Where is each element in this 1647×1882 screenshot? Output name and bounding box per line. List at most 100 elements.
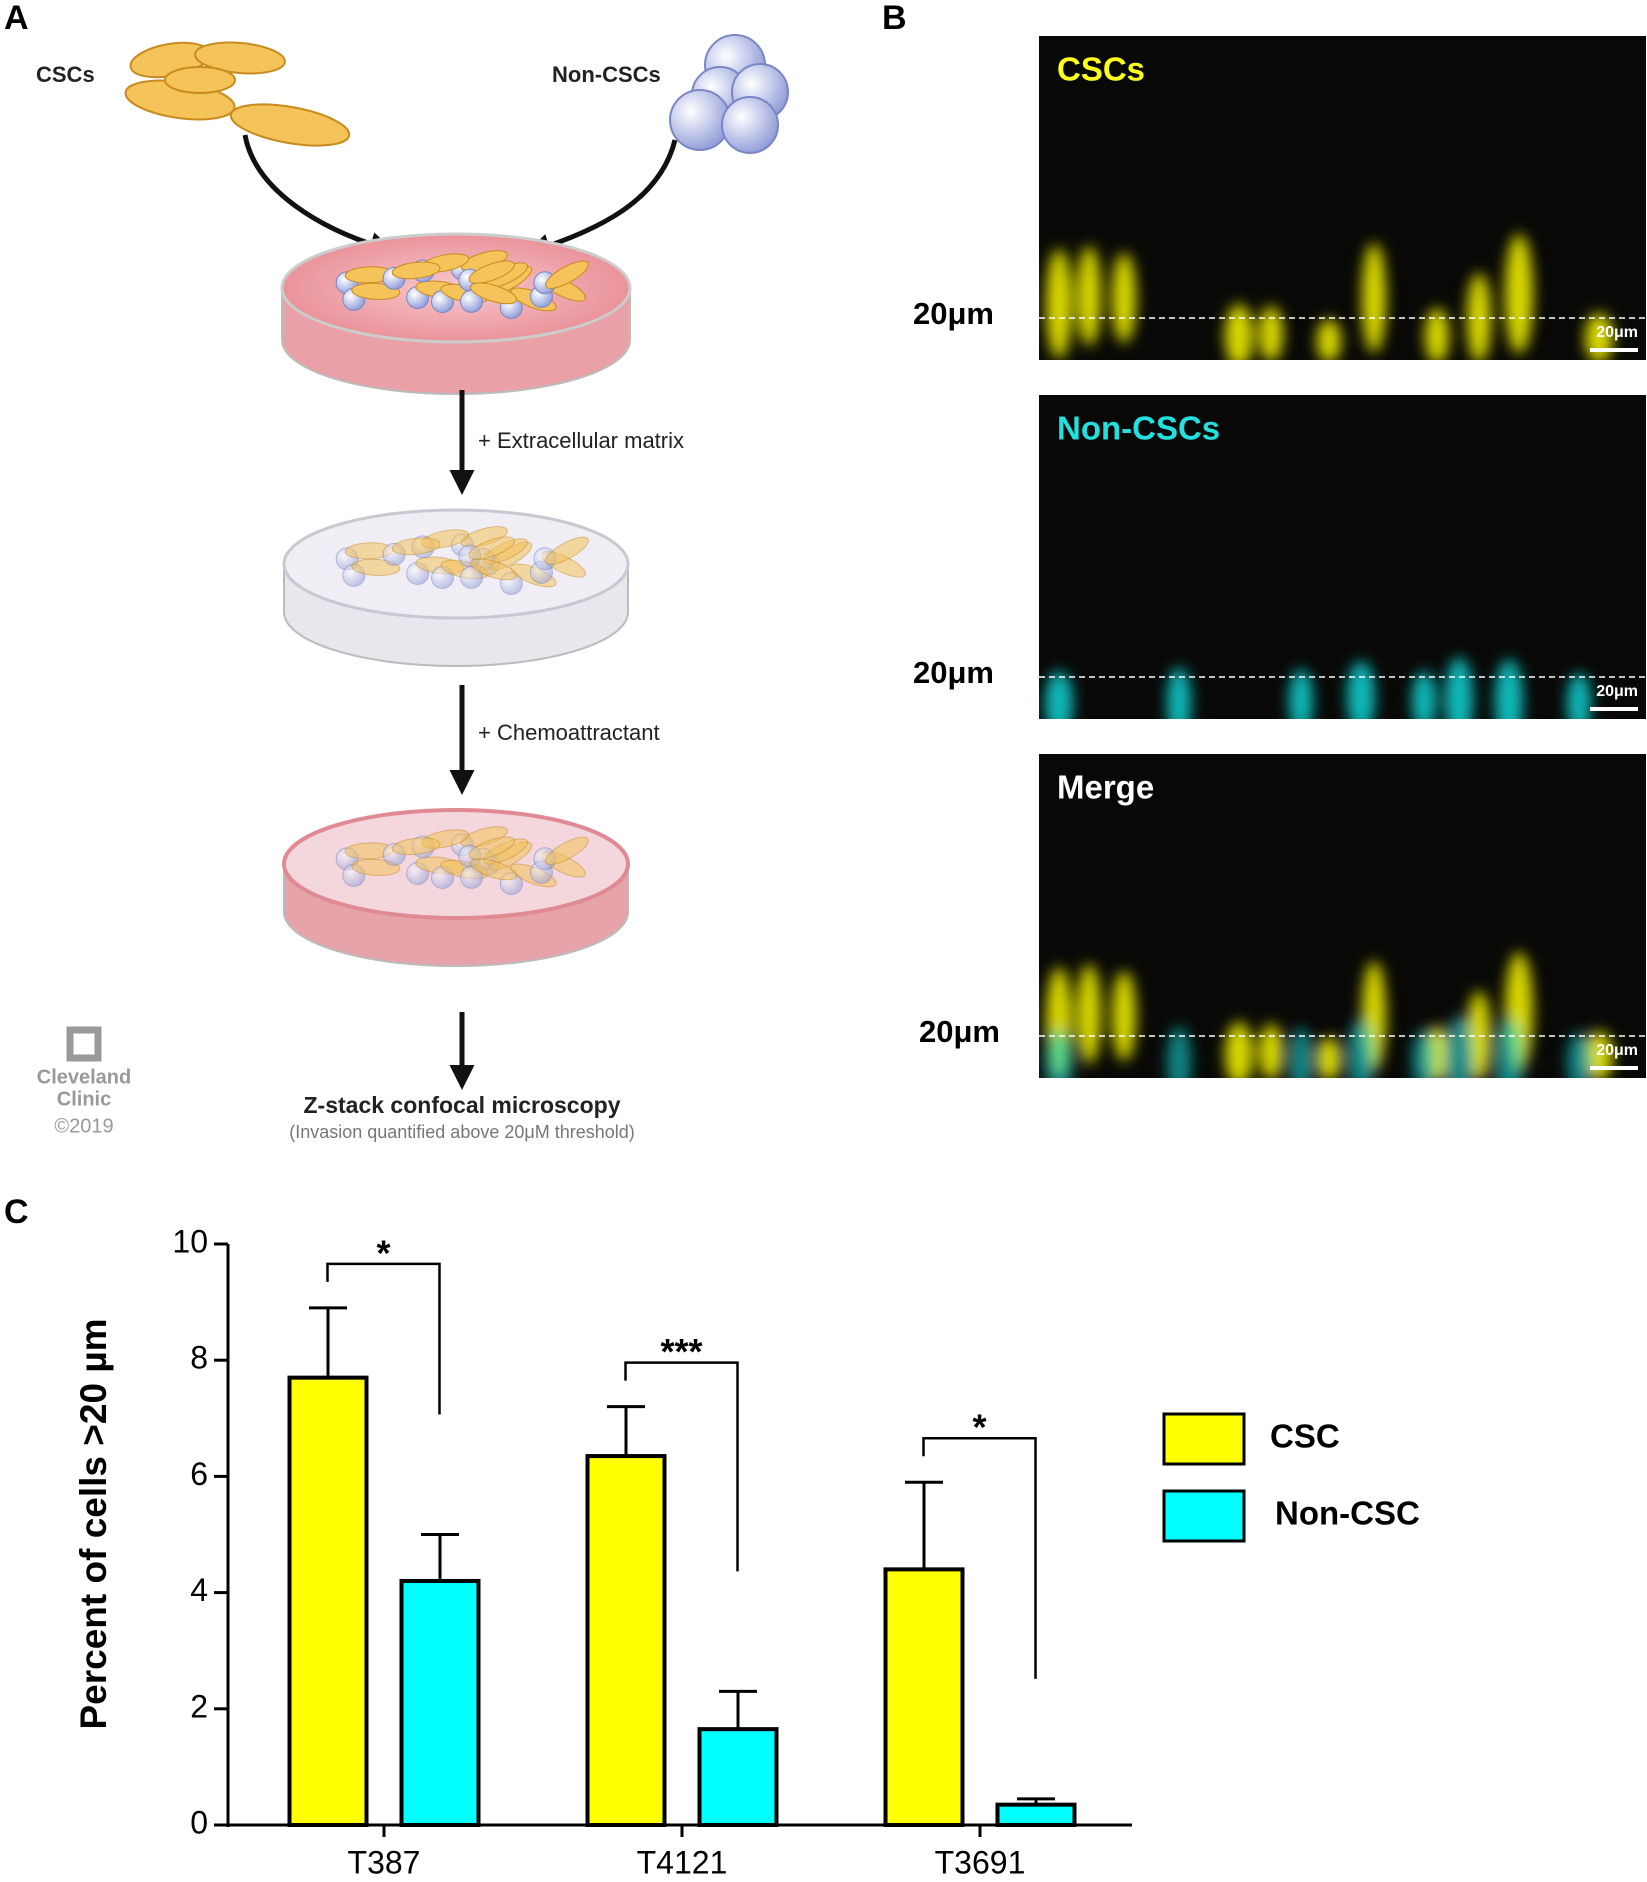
image	[1045, 952, 1613, 1078]
step-label: + Chemoattractant	[478, 720, 660, 745]
significance-label: ***	[660, 1331, 702, 1372]
source-label: Non-CSCs	[552, 62, 661, 87]
panel-label: A	[4, 0, 29, 37]
signal	[1362, 243, 1386, 353]
scale-bar-label: 20μm	[1596, 683, 1638, 700]
significance-bracket	[624, 1361, 739, 1572]
cell	[468, 836, 516, 860]
signal	[1425, 308, 1449, 360]
signal	[1347, 1020, 1375, 1078]
illustration	[66, 34, 789, 1090]
signal	[1445, 1016, 1473, 1078]
signal	[1567, 673, 1591, 719]
signal	[1259, 306, 1283, 360]
final-note: (Invasion quantified above 20μM threshol…	[289, 1122, 635, 1142]
signal	[1225, 304, 1253, 360]
signal	[1259, 1024, 1283, 1078]
scale-bar-label: 20μm	[1596, 1042, 1638, 1059]
credit: Clinic	[57, 1088, 111, 1110]
cell	[391, 261, 441, 280]
signal	[1112, 971, 1136, 1061]
signal	[1412, 671, 1436, 719]
panel-label: B	[882, 0, 907, 37]
depth-label: 20μm	[913, 296, 994, 331]
y-tick-label: 2	[190, 1688, 208, 1724]
signal	[1495, 659, 1523, 719]
y-axis-label: Percent of cells >20 µm	[73, 1318, 114, 1729]
cell	[468, 536, 516, 560]
source-label: CSCs	[36, 62, 95, 87]
cell	[469, 858, 518, 881]
y-tick-label: 4	[190, 1572, 208, 1608]
x-tick-label: T387	[348, 1844, 421, 1880]
x-tick-label: T4121	[637, 1844, 728, 1880]
signal	[1046, 249, 1072, 359]
legend-label: Non-CSC	[1275, 1495, 1420, 1532]
signal	[1077, 964, 1101, 1064]
bar	[287, 1375, 369, 1827]
signal	[1347, 661, 1375, 719]
depth-label: 20μm	[913, 655, 994, 690]
bar-chart: 0 2 4 6 8 10 Percent of cells >20 µm T387 * T4121…	[73, 1223, 1420, 1880]
cell	[545, 836, 589, 865]
cell	[391, 537, 441, 556]
signal	[1289, 1028, 1313, 1078]
cell	[469, 558, 518, 581]
bar	[697, 1727, 779, 1828]
dish	[282, 808, 630, 967]
signal	[1045, 671, 1073, 719]
significance-label: *	[972, 1407, 986, 1448]
panel-label: C	[4, 1193, 29, 1231]
signal	[1167, 667, 1191, 719]
image-bg	[1039, 36, 1646, 360]
y-tick-label: 10	[172, 1223, 208, 1259]
signal	[1317, 1037, 1341, 1078]
significance-label: *	[376, 1232, 390, 1273]
signal	[1505, 234, 1533, 354]
signal	[1467, 273, 1491, 360]
depth-label: 20μm	[919, 1014, 1000, 1049]
image-title: Non-CSCs	[1057, 410, 1220, 447]
cell	[469, 282, 518, 305]
legend-swatch	[1162, 1489, 1246, 1543]
signal	[1289, 669, 1313, 719]
cell	[468, 260, 516, 284]
signal	[1045, 1030, 1073, 1078]
final-step: Z-stack confocal microscopy	[304, 1092, 621, 1118]
signal	[1112, 253, 1136, 343]
image-title: CSCs	[1057, 51, 1145, 88]
significance-bracket	[326, 1262, 441, 1415]
credit: ©2019	[54, 1115, 113, 1137]
signal	[1412, 1030, 1436, 1078]
legend-swatch	[1162, 1412, 1246, 1466]
signal	[1495, 1018, 1523, 1078]
cell	[391, 837, 441, 856]
step-label: + Extracellular matrix	[478, 428, 684, 453]
signal	[1167, 1026, 1191, 1078]
cell	[545, 536, 589, 565]
cell	[545, 260, 589, 289]
bar	[399, 1578, 481, 1827]
x-tick-label: T3691	[935, 1844, 1026, 1880]
image	[1045, 657, 1591, 719]
credit: Cleveland	[37, 1066, 131, 1088]
signal	[1445, 657, 1473, 719]
microscopy: CSCs 20μm 20μm Non-CSCs 20μm 20μm Merge 20μm 20μ…	[913, 36, 1646, 1078]
image-bg	[1039, 754, 1646, 1078]
bar	[585, 1454, 667, 1827]
signal	[1567, 1032, 1591, 1078]
significance-bracket	[922, 1436, 1037, 1679]
y-tick-label: 0	[190, 1804, 208, 1840]
bar	[995, 1802, 1077, 1828]
bar	[883, 1567, 965, 1827]
signal	[1317, 319, 1341, 360]
signal	[1225, 1022, 1253, 1078]
image-title: Merge	[1057, 769, 1154, 806]
legend-label: CSC	[1270, 1418, 1340, 1455]
signal	[1467, 991, 1491, 1078]
scale-bar-label: 20μm	[1596, 324, 1638, 341]
y-tick-label: 8	[190, 1340, 208, 1376]
y-tick-label: 6	[190, 1456, 208, 1492]
image-bg	[1039, 395, 1646, 719]
